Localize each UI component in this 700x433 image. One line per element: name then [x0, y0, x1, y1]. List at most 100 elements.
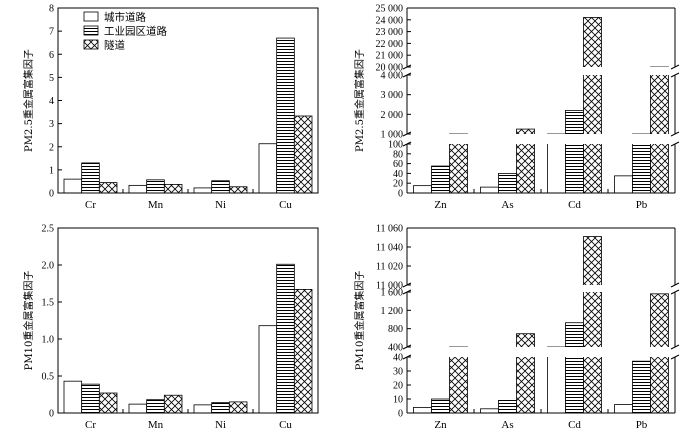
x-tick-label: Cr	[85, 199, 96, 211]
y-tick-label: 20	[393, 179, 403, 190]
bar-city-road-pb	[614, 175, 633, 194]
bar-city-road-ni	[193, 187, 213, 194]
x-tick-label: Pb	[636, 199, 648, 211]
bar-industrial-road-zn	[431, 398, 450, 414]
y-tick-label: 5	[49, 73, 54, 84]
y-tick-label: 8	[49, 4, 54, 15]
y-tick-label: 11 020	[376, 262, 403, 273]
y-tick-label: 4	[49, 96, 54, 107]
axis-break-gap	[403, 285, 679, 292]
axis-break-gap	[403, 134, 679, 144]
bar-industrial-road-as	[498, 172, 517, 194]
y-tick-label: 100	[388, 140, 403, 151]
bar-tunnel-cu	[293, 289, 313, 414]
bar-industrial-road-ni	[211, 402, 230, 414]
legend-label-city-road: 城市道路	[104, 11, 146, 24]
y-tick-label: 60	[393, 159, 403, 170]
y-axis-label: PM2.5重金属富集因子	[22, 49, 35, 152]
y-tick-label: 3 000	[381, 90, 404, 101]
y-axis-label: PM10重金属富集因子	[353, 271, 366, 371]
chart-pm10-common: Cr Mn Ni Cu 0 0.5 1.0 1.5 2.0 2.5 PM10重金属富集因子	[22, 224, 319, 431]
y-tick-label: 1	[49, 165, 54, 176]
bar-tunnel-as	[516, 333, 535, 414]
y-tick-label: 20	[393, 381, 403, 392]
axis-break-gap	[403, 347, 679, 357]
y-tick-label: 10	[393, 395, 403, 406]
y-tick-label: 11 000	[376, 281, 403, 292]
y-tick-label: 20 000	[376, 63, 404, 74]
bar-industrial-road-mn	[146, 179, 165, 194]
y-tick-label: 22 000	[376, 39, 404, 50]
y-axis-label: PM10重金属富集因子	[22, 271, 35, 371]
axis-break-gap	[403, 67, 679, 75]
y-tick-label: 2.0	[42, 261, 55, 272]
y-tick-label: 11 040	[376, 243, 403, 254]
legend-swatch-city-road	[83, 11, 99, 22]
bar-industrial-road-zn	[431, 165, 450, 194]
x-tick-label: As	[501, 419, 513, 431]
bar-industrial-road-cd	[565, 322, 584, 414]
bar-industrial-road-mn	[146, 399, 165, 414]
bar-city-road-ni	[193, 404, 213, 414]
bar-city-road-mn	[128, 403, 148, 414]
bar-industrial-road-as	[498, 399, 517, 414]
y-axis-label: PM2.5重金属富集因子	[353, 49, 366, 152]
bar-tunnel-mn	[163, 394, 183, 414]
bar-industrial-road-cr	[81, 383, 100, 414]
y-tick-label: 3	[49, 119, 54, 130]
bar-tunnel-ni	[228, 186, 248, 194]
x-tick-label: Cd	[568, 419, 581, 431]
bar-industrial-road-ni	[211, 180, 230, 194]
bar-tunnel-cu	[293, 115, 313, 194]
bar-tunnel-pb	[650, 66, 669, 194]
y-tick-label: 25 000	[376, 4, 404, 15]
bar-industrial-road-pb	[632, 360, 651, 414]
chart-pm25-common: Cr Mn Ni Cu 0 1 2 3 4 5 6 7 8 PM2.5重金属富集因子	[22, 4, 319, 211]
bar-city-road-cu	[258, 143, 278, 194]
bar-city-road-mn	[128, 184, 148, 194]
y-tick-label: 11 060	[376, 224, 403, 235]
x-tick-label: Cd	[568, 199, 581, 211]
y-tick-label: 24 000	[376, 15, 404, 26]
x-tick-label: Ni	[215, 419, 226, 431]
bar-city-road-as	[480, 408, 499, 414]
bar-city-road-pb	[614, 404, 633, 414]
legend-label-tunnel: 隧道	[104, 39, 125, 52]
y-tick-label: 1.5	[42, 298, 55, 309]
x-tick-label: As	[501, 199, 513, 211]
x-tick-label: Cu	[279, 419, 292, 431]
bar-industrial-road-cr	[81, 162, 100, 194]
y-tick-label: 0	[398, 189, 403, 200]
y-tick-label: 400	[388, 343, 403, 354]
y-tick-label: 6	[49, 50, 54, 61]
bar-industrial-road-cd	[565, 110, 584, 194]
x-tick-label: Pb	[636, 419, 648, 431]
bar-tunnel-cd	[583, 236, 602, 414]
y-tick-label: 21 000	[376, 51, 404, 62]
bar-city-road-zn	[413, 406, 432, 414]
y-tick-label: 23 000	[376, 27, 404, 38]
bar-tunnel-cr	[98, 392, 118, 414]
x-tick-label: Cr	[85, 419, 96, 431]
x-tick-label: Zn	[434, 199, 447, 211]
x-tick-label: Zn	[434, 419, 447, 431]
x-tick-label: Cu	[279, 199, 292, 211]
bar-industrial-road-cu	[276, 263, 295, 414]
y-tick-label: 2	[49, 142, 54, 153]
y-tick-label: 1 600	[381, 288, 404, 299]
y-tick-label: 2 000	[381, 110, 404, 121]
y-tick-label: 0	[49, 189, 54, 200]
x-tick-label: Mn	[148, 419, 164, 431]
bar-city-road-cr	[63, 380, 83, 414]
y-tick-label: 2.5	[42, 224, 55, 235]
y-tick-label: 1 200	[381, 306, 404, 317]
bar-city-road-zn	[413, 185, 432, 194]
legend-swatch-tunnel	[83, 39, 99, 50]
legend-label-industrial-road: 工业园区道路	[104, 25, 167, 38]
x-tick-label: Mn	[148, 199, 164, 211]
y-tick-label: 40	[393, 353, 403, 364]
y-tick-label: 0	[398, 409, 403, 420]
